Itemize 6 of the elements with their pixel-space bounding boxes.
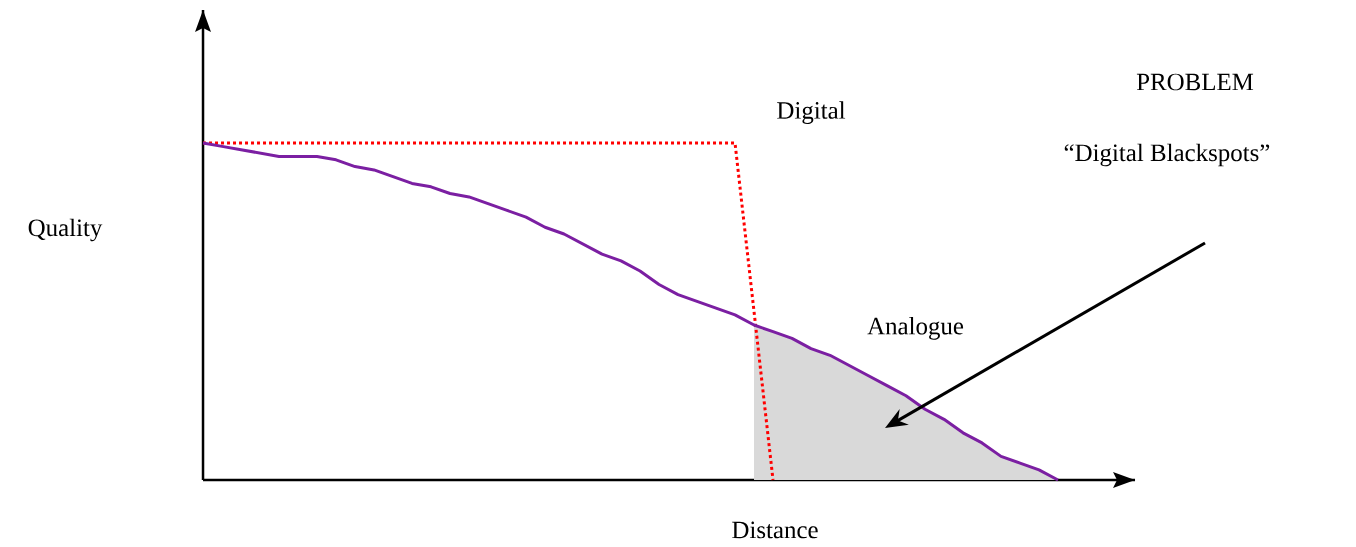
series-label: Analogue (867, 317, 964, 340)
text: PROBLEM (1136, 73, 1254, 91)
y-axis-title: Quality (28, 218, 103, 242)
x-axis-title: Distance (732, 521, 818, 539)
series-label: Digital (777, 101, 846, 124)
annotation: “Digital Blackspots” (1064, 143, 1270, 167)
